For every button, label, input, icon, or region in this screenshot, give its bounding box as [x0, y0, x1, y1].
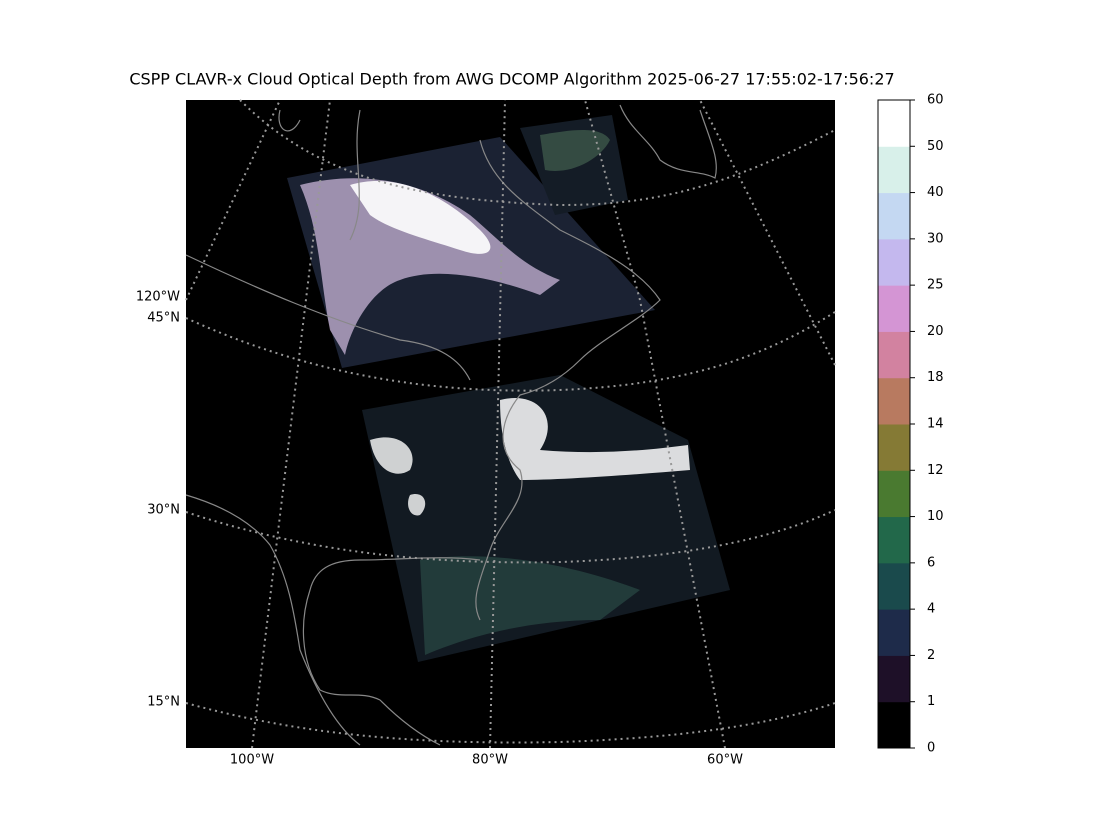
cloud	[500, 398, 690, 480]
cloud	[540, 130, 610, 171]
cloud	[300, 178, 560, 355]
colorbar-tick-label: 60	[927, 93, 944, 108]
colorbar-tick-label: 4	[927, 602, 935, 617]
colorbar-bin	[878, 238, 910, 286]
lon-label: 80°W	[472, 753, 508, 768]
colorbar-tick-label: 10	[927, 509, 944, 524]
graticule-line	[699, 99, 836, 366]
cloud-swaths	[287, 115, 730, 662]
colorbar-tick-label: 30	[927, 231, 944, 246]
graticule-line	[185, 311, 836, 392]
coastline	[302, 557, 481, 746]
colorbar-bin	[878, 470, 910, 518]
colorbar-tick-label: 14	[927, 417, 944, 432]
title: CSPP CLAVR-x Cloud Optical Depth from AW…	[129, 70, 894, 89]
colorbar-bin	[878, 377, 910, 425]
coastlines	[185, 104, 717, 746]
coastline	[475, 139, 661, 621]
graticule-line	[185, 99, 281, 301]
colorbar-tick-label: 2	[927, 648, 935, 663]
lat-label: 30°N	[147, 503, 180, 518]
colorbar-tick-label: 25	[927, 278, 944, 293]
lat-label: 15°N	[147, 695, 180, 710]
colorbar-bin	[878, 285, 910, 332]
colorbar-tick-label: 12	[927, 463, 944, 478]
graticule-line	[185, 702, 836, 744]
colorbar-bin	[878, 562, 910, 610]
coastline	[185, 494, 361, 746]
cloud	[420, 556, 640, 655]
graticule-line	[584, 99, 726, 749]
colorbar-bin	[878, 516, 910, 564]
map	[185, 99, 836, 749]
graticule-line	[251, 99, 331, 749]
cloud	[350, 181, 491, 254]
colorbar-bin	[878, 192, 910, 240]
cloud	[370, 437, 426, 516]
colorbar-tick-label: 20	[927, 324, 944, 339]
colorbar-tick-label: 6	[927, 555, 935, 570]
colorbar-bin	[878, 701, 910, 749]
lon-label: 100°W	[230, 753, 274, 768]
colorbar-tick-label: 0	[927, 741, 935, 756]
lon-label: 60°W	[707, 753, 743, 768]
colorbar-tick-label: 50	[927, 139, 944, 154]
coastline	[619, 104, 717, 179]
graticule	[185, 99, 836, 749]
colorbar-bin	[878, 424, 910, 471]
colorbar-tick-label: 1	[927, 694, 935, 709]
lat-label: 45°N	[147, 311, 180, 326]
colorbar-bin	[878, 609, 910, 656]
lon-label: 120°W	[136, 290, 180, 305]
coastline	[185, 254, 471, 381]
colorbar-bin	[878, 146, 910, 194]
colorbar-tick-label: 18	[927, 370, 944, 385]
coastline	[278, 109, 361, 241]
colorbar-bin	[878, 655, 910, 703]
graticule-line	[489, 99, 506, 749]
colorbar-tick-label: 40	[927, 185, 944, 200]
colorbar-bin	[878, 100, 910, 147]
colorbar-bin	[878, 331, 910, 379]
